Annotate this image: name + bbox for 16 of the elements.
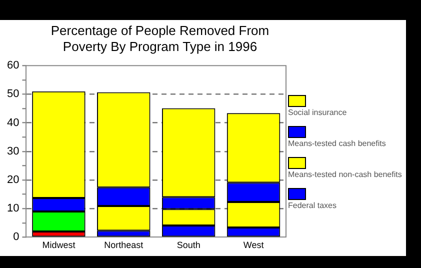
x-tick-label: Midwest bbox=[42, 240, 76, 250]
y-tick-label: 10 bbox=[6, 202, 20, 215]
series-label: Social insurance bbox=[288, 108, 347, 117]
x-tick-label: South bbox=[176, 240, 200, 250]
y-tick-label: 60 bbox=[6, 60, 20, 72]
x-tick-label: West bbox=[243, 240, 264, 250]
y-tick-label: 30 bbox=[6, 145, 20, 158]
text: Means-tested non-cash benefits bbox=[288, 170, 402, 179]
x-tick-label: Northeast bbox=[104, 240, 144, 250]
y-tick-label: 50 bbox=[6, 88, 20, 100]
chart-title: Percentage of People Removed From Poverty By Program Type in 1996 bbox=[50, 23, 270, 55]
legend-label: Means-tested cash benefits bbox=[288, 139, 386, 148]
legend-label: Federal taxes bbox=[288, 201, 336, 210]
y-tick-label: 40 bbox=[6, 116, 20, 129]
y-tick-label: 0 bbox=[13, 231, 20, 244]
y-tick-label: 20 bbox=[6, 174, 20, 186]
